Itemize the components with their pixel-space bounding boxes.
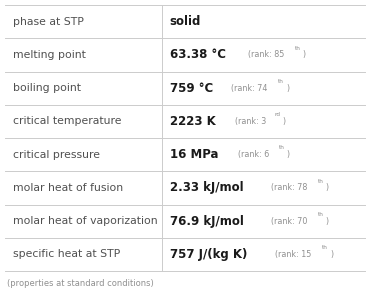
Text: ): ) xyxy=(325,183,328,193)
Text: molar heat of fusion: molar heat of fusion xyxy=(13,183,123,193)
Text: 76.9 kJ/mol: 76.9 kJ/mol xyxy=(169,215,243,228)
Text: solid: solid xyxy=(169,15,201,28)
Text: th: th xyxy=(322,245,328,250)
Text: molar heat of vaporization: molar heat of vaporization xyxy=(13,216,158,226)
Text: (rank: 15: (rank: 15 xyxy=(275,250,312,259)
Text: ): ) xyxy=(286,150,289,159)
Text: (properties at standard conditions): (properties at standard conditions) xyxy=(7,279,154,288)
Text: critical temperature: critical temperature xyxy=(13,116,121,126)
Text: th: th xyxy=(317,179,323,184)
Text: 63.38 °C: 63.38 °C xyxy=(169,48,226,61)
Text: 757 J/(kg K): 757 J/(kg K) xyxy=(169,248,247,261)
Text: boiling point: boiling point xyxy=(13,83,81,93)
Text: rd: rd xyxy=(275,112,281,117)
Text: 16 MPa: 16 MPa xyxy=(169,148,218,161)
Text: 759 °C: 759 °C xyxy=(169,82,213,95)
Text: ): ) xyxy=(286,84,289,93)
Text: critical pressure: critical pressure xyxy=(13,150,100,160)
Text: (rank: 74: (rank: 74 xyxy=(231,84,268,93)
Text: ): ) xyxy=(283,117,286,126)
Text: specific heat at STP: specific heat at STP xyxy=(13,249,120,259)
Text: ): ) xyxy=(302,50,306,59)
Text: th: th xyxy=(295,46,301,51)
Text: th: th xyxy=(279,146,285,151)
Text: 2223 K: 2223 K xyxy=(169,115,215,128)
Text: (rank: 3: (rank: 3 xyxy=(235,117,266,126)
Text: ): ) xyxy=(330,250,333,259)
Text: 2.33 kJ/mol: 2.33 kJ/mol xyxy=(169,181,243,194)
Text: melting point: melting point xyxy=(13,50,86,60)
Text: (rank: 78: (rank: 78 xyxy=(270,183,307,193)
Text: ): ) xyxy=(326,217,329,226)
Text: th: th xyxy=(318,212,324,217)
Text: (rank: 70: (rank: 70 xyxy=(271,217,307,226)
Text: (rank: 85: (rank: 85 xyxy=(248,50,284,59)
Text: phase at STP: phase at STP xyxy=(13,17,84,27)
Text: th: th xyxy=(278,79,284,84)
Text: (rank: 6: (rank: 6 xyxy=(238,150,269,159)
